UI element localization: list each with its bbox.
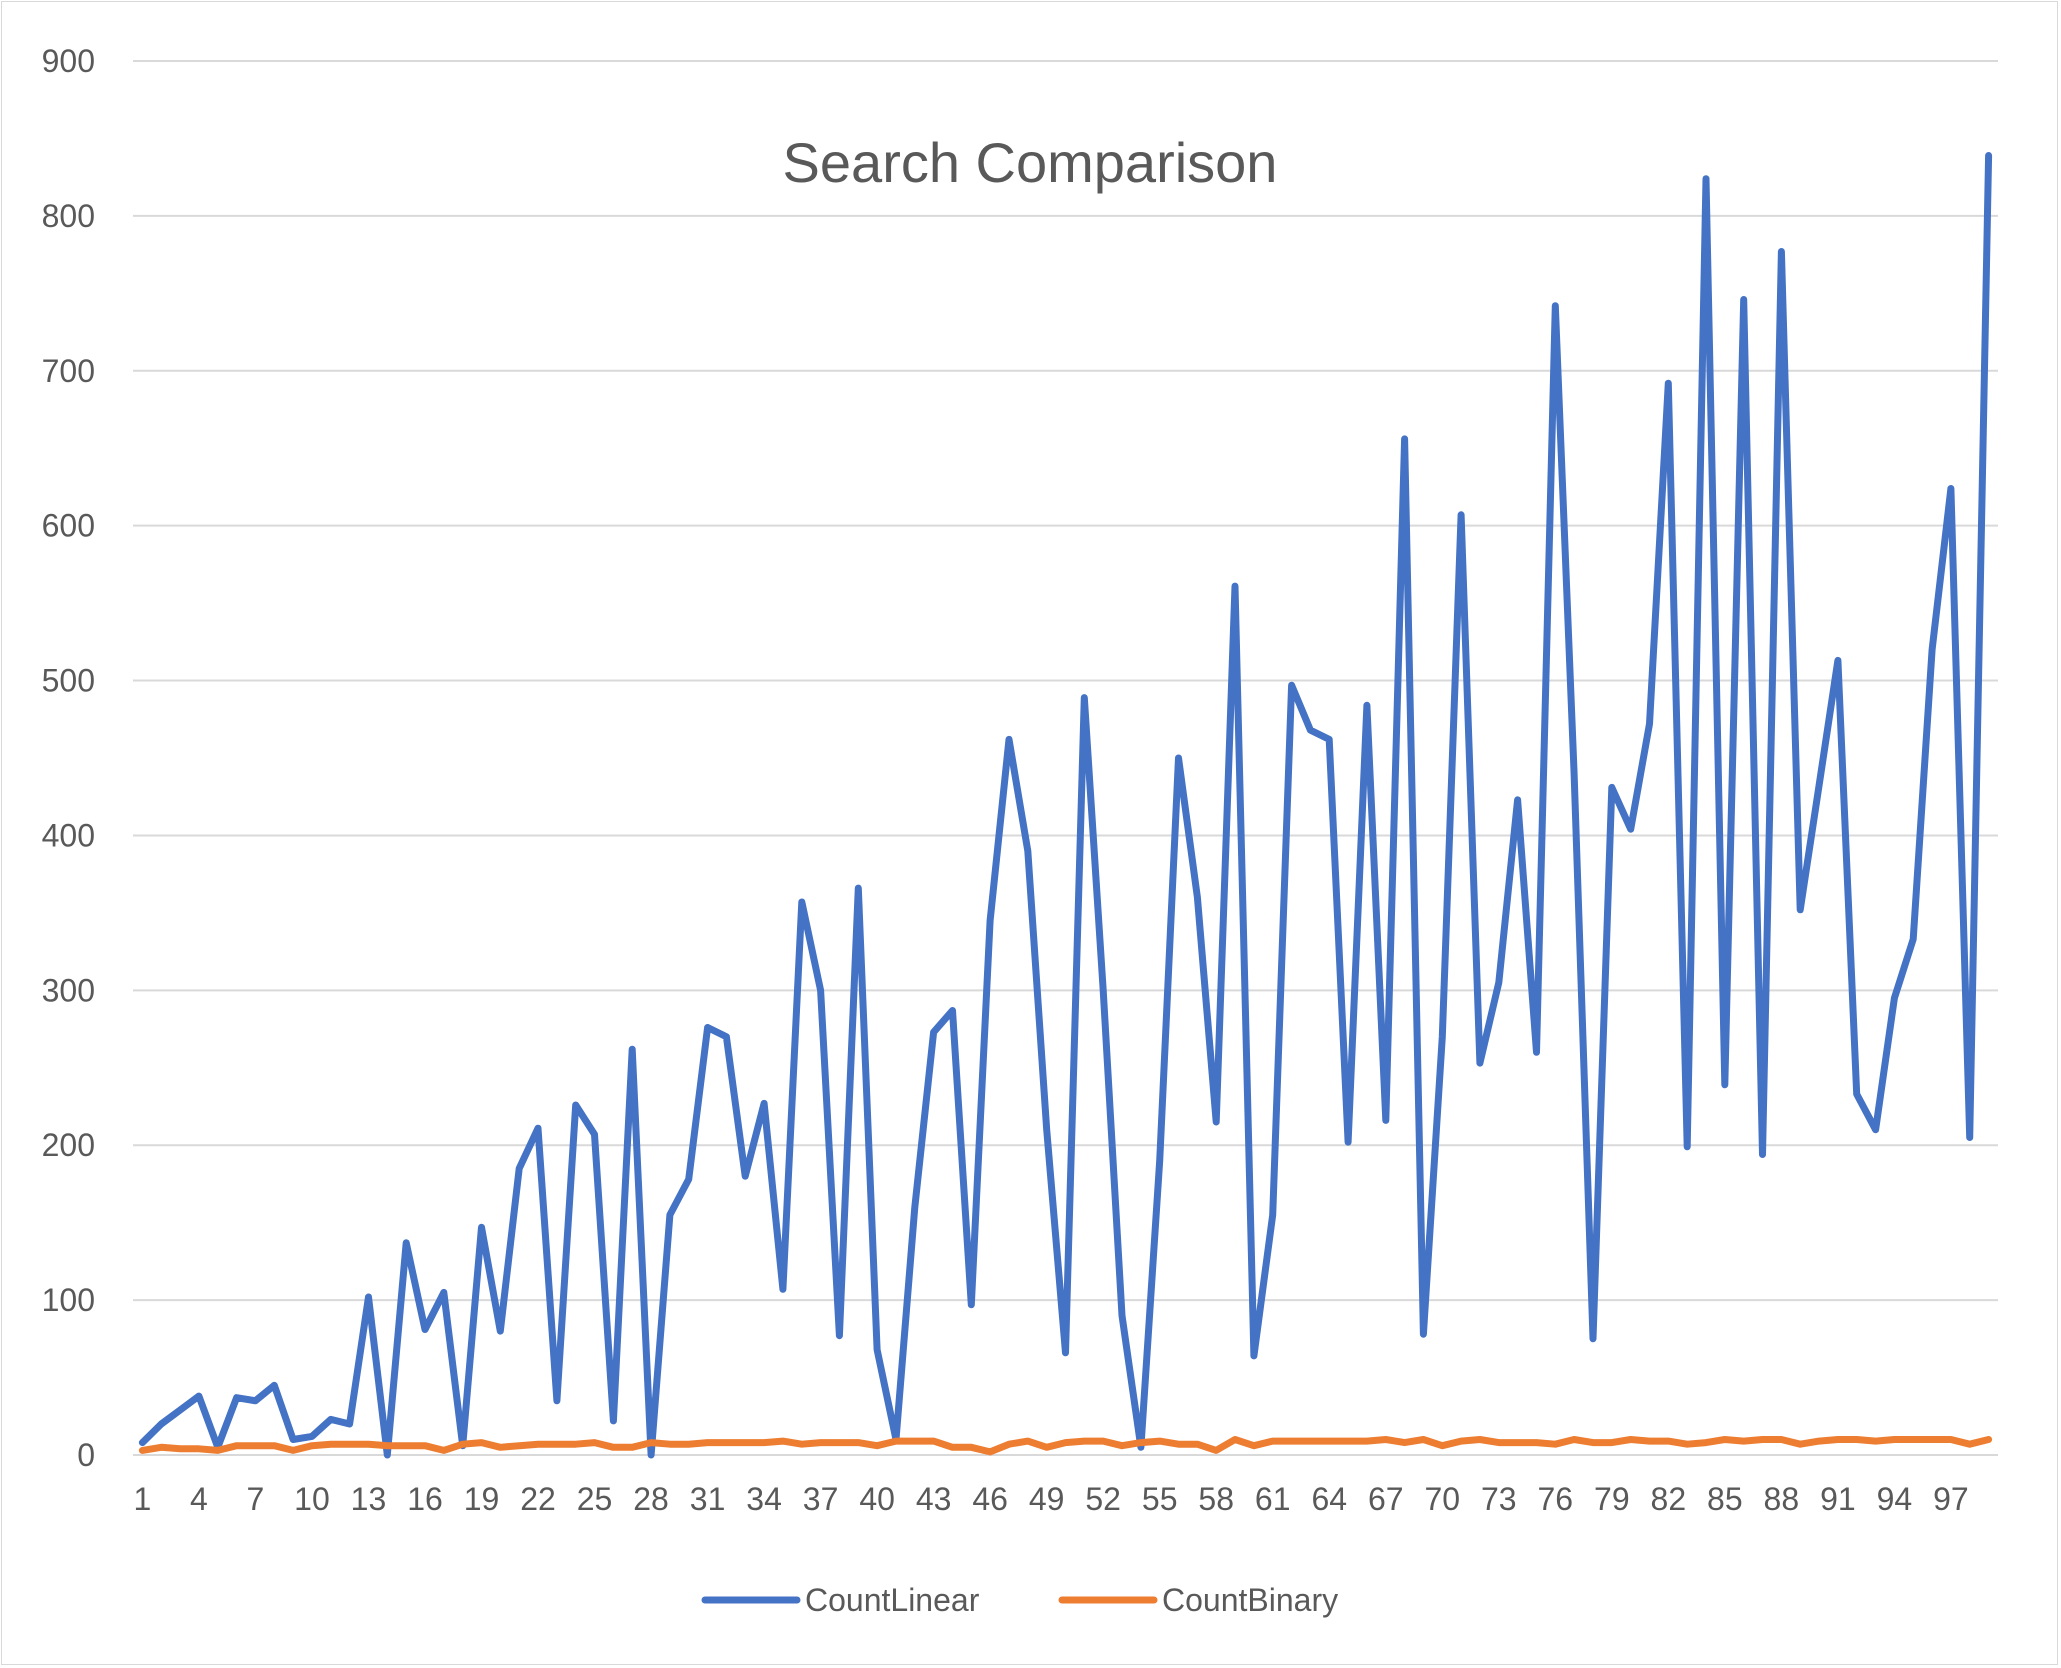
x-tick-label: 85 — [1707, 1481, 1743, 1517]
y-tick-label: 300 — [42, 972, 95, 1008]
x-tick-label: 61 — [1255, 1481, 1291, 1517]
x-tick-label: 55 — [1142, 1481, 1178, 1517]
x-tick-label: 79 — [1594, 1481, 1630, 1517]
x-tick-label: 7 — [247, 1481, 265, 1517]
x-tick-label: 40 — [859, 1481, 895, 1517]
x-tick-label: 25 — [577, 1481, 613, 1517]
x-tick-label: 34 — [746, 1481, 782, 1517]
legend-label: CountLinear — [805, 1582, 980, 1618]
y-tick-label: 700 — [42, 353, 95, 389]
series-lines — [138, 152, 1993, 1459]
x-tick-label: 97 — [1933, 1481, 1969, 1517]
x-tick-label: 88 — [1764, 1481, 1800, 1517]
x-tick-label: 46 — [972, 1481, 1008, 1517]
y-tick-label: 200 — [42, 1127, 95, 1163]
x-tick-label: 1 — [134, 1481, 152, 1517]
x-tick-label: 73 — [1481, 1481, 1517, 1517]
y-tick-label: 0 — [77, 1437, 95, 1473]
legend-label: CountBinary — [1162, 1582, 1338, 1618]
x-tick-label: 64 — [1311, 1481, 1347, 1517]
x-tick-label: 28 — [633, 1481, 669, 1517]
x-tick-label: 91 — [1820, 1481, 1856, 1517]
y-tick-label: 900 — [42, 43, 95, 79]
x-tick-label: 52 — [1085, 1481, 1121, 1517]
legend: CountLinear CountBinary — [701, 1582, 1338, 1618]
y-tick-label: 100 — [42, 1282, 95, 1318]
x-tick-label: 76 — [1538, 1481, 1574, 1517]
series-line-countbinary — [138, 1436, 1993, 1456]
y-tick-label: 800 — [42, 198, 95, 234]
x-tick-label: 49 — [1029, 1481, 1065, 1517]
x-tick-label: 31 — [690, 1481, 726, 1517]
y-tick-label: 600 — [42, 508, 95, 544]
x-axis-tick-labels: 1 4 7 10 13 16 19 22 25 28 31 34 37 40 43 46 49 52 55 58 61 6… — [134, 1481, 1969, 1517]
x-tick-label: 16 — [407, 1481, 443, 1517]
x-tick-label: 58 — [1198, 1481, 1234, 1517]
x-tick-label: 37 — [803, 1481, 839, 1517]
x-tick-label: 10 — [294, 1481, 330, 1517]
y-tick-label: 400 — [42, 817, 95, 853]
x-tick-label: 22 — [520, 1481, 556, 1517]
chart-title: Search Comparison — [783, 131, 1278, 194]
x-tick-label: 82 — [1651, 1481, 1687, 1517]
x-tick-label: 13 — [351, 1481, 387, 1517]
y-axis-tick-labels: 0 100 200 300 400 500 600 700 800 900 — [42, 43, 95, 1473]
x-tick-label: 4 — [190, 1481, 208, 1517]
x-tick-label: 70 — [1424, 1481, 1460, 1517]
x-tick-label: 94 — [1877, 1481, 1913, 1517]
series-line-countlinear — [138, 152, 1993, 1459]
x-tick-label: 67 — [1368, 1481, 1404, 1517]
y-tick-label: 500 — [42, 663, 95, 699]
x-tick-label: 43 — [916, 1481, 952, 1517]
x-tick-label: 19 — [464, 1481, 500, 1517]
